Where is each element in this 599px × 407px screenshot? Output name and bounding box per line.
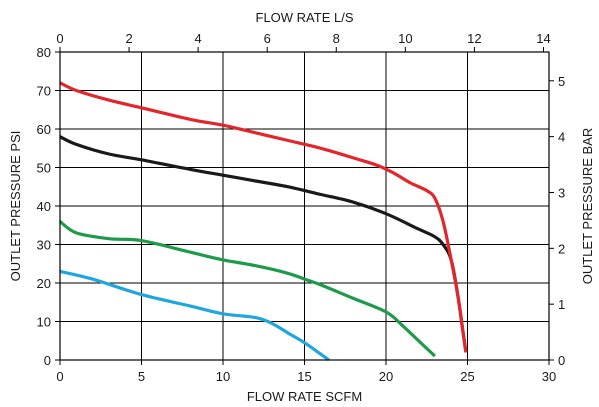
y-tick-label: 30 [37, 238, 51, 253]
y2-tick-label: 2 [558, 241, 565, 256]
x-tick-label: 25 [460, 369, 474, 384]
x-tick-label: 0 [56, 369, 63, 384]
y2-tick-label: 4 [558, 130, 565, 145]
x2-tick-label: 10 [398, 31, 412, 46]
y-tick-label: 0 [44, 353, 51, 368]
x-tick-label: 15 [297, 369, 311, 384]
x2-tick-label: 2 [125, 31, 132, 46]
y2-tick-label: 1 [558, 297, 565, 312]
x-tick-label: 10 [216, 369, 230, 384]
x2-tick-label: 12 [467, 31, 481, 46]
x2-tick-label: 0 [56, 31, 63, 46]
y2-tick-label: 0 [558, 353, 565, 368]
y-axis-title: OUTLET PRESSURE PSI [8, 131, 23, 282]
x2-tick-label: 6 [264, 31, 271, 46]
y-tick-label: 60 [37, 122, 51, 137]
series-line-4 [59, 269, 330, 362]
y-tick-label: 20 [37, 276, 51, 291]
x2-axis-title: FLOW RATE L/S [256, 10, 354, 25]
x-tick-label: 5 [138, 369, 145, 384]
series-group [58, 81, 468, 362]
x2-tick-label: 8 [333, 31, 340, 46]
x-tick-label: 20 [379, 369, 393, 384]
y2-tick-label: 5 [558, 74, 565, 89]
y-tick-label: 50 [37, 161, 51, 176]
x-axis-title: FLOW RATE SCFM [247, 389, 362, 404]
y2-axis-title: OUTLET PRESSURE BAR [580, 128, 595, 285]
series-line-3 [58, 220, 436, 358]
series-line-1 [59, 81, 468, 353]
y-tick-label: 70 [37, 84, 51, 99]
y-tick-label: 10 [37, 315, 51, 330]
x2-tick-label: 4 [195, 31, 202, 46]
grid [60, 52, 549, 360]
x-tick-label: 30 [542, 369, 556, 384]
x2-tick-label: 14 [536, 31, 550, 46]
y-tick-label: 80 [37, 45, 51, 60]
y2-tick-label: 3 [558, 185, 565, 200]
y-tick-label: 40 [37, 199, 51, 214]
